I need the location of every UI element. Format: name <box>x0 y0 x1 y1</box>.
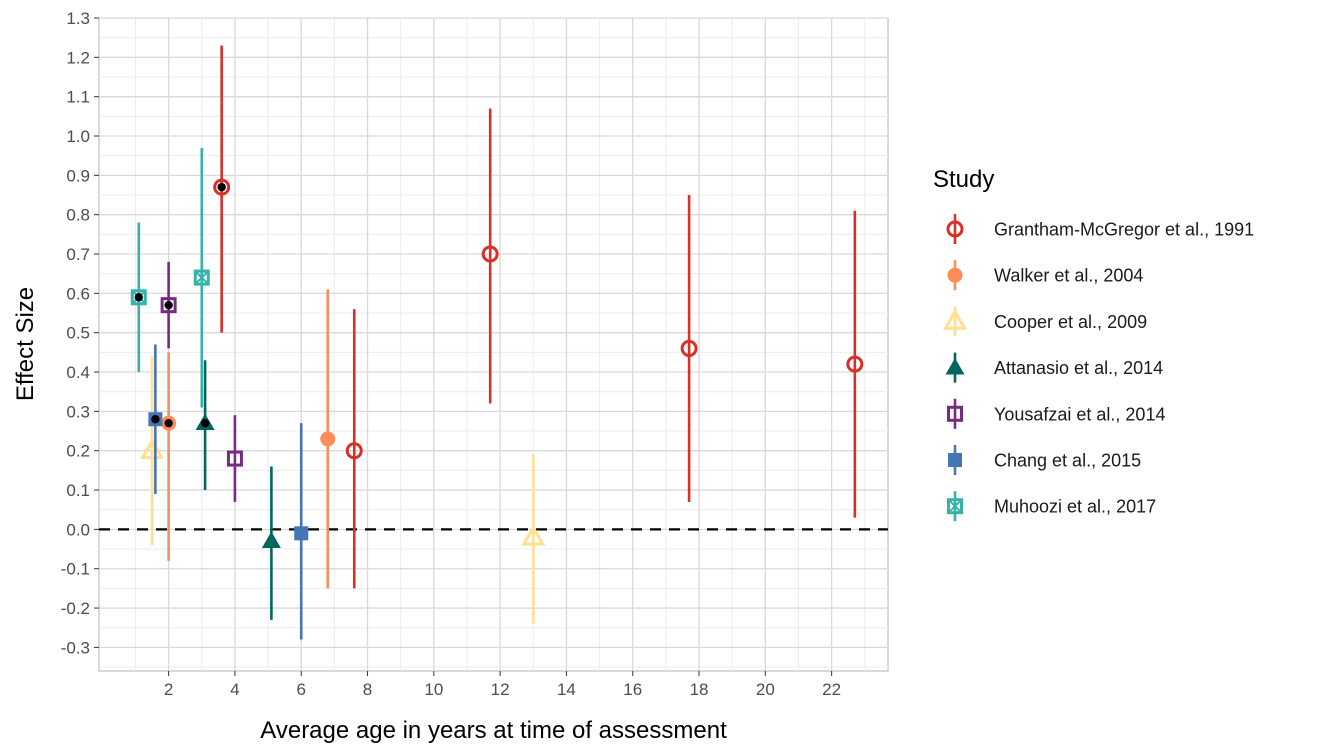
data-point-4-0 <box>160 261 177 349</box>
y-tick-label: 0.8 <box>66 206 90 225</box>
data-point-6-0 <box>130 222 147 373</box>
legend-key-marker <box>942 308 968 330</box>
data-point-0-3 <box>680 195 698 502</box>
data-point-1-1 <box>320 289 336 589</box>
y-tick-label: 0.3 <box>66 402 90 421</box>
legend-label: Yousafzai et al., 2014 <box>994 404 1165 424</box>
data-point-0-0 <box>213 45 231 333</box>
highlight-dot <box>164 300 173 310</box>
data-point-0-1 <box>345 309 363 589</box>
y-tick-label: 0.1 <box>66 481 90 500</box>
x-tick-label: 16 <box>623 680 642 699</box>
x-tick-label: 14 <box>557 680 576 699</box>
y-tick-label: 0.6 <box>66 284 90 303</box>
legend-key-marker <box>946 220 964 238</box>
legend-key-marker <box>947 498 963 515</box>
y-tick-label: 0.5 <box>66 324 90 343</box>
legend-item-6: Muhoozi et al., 2017 <box>947 491 1156 522</box>
legend-item-4: Yousafzai et al., 2014 <box>947 398 1165 429</box>
legend-key-marker <box>945 358 965 375</box>
data-point-5-1 <box>294 423 309 640</box>
data-point-3-1 <box>261 466 281 620</box>
highlight-dot <box>217 182 226 192</box>
data-point-0-4 <box>846 210 864 518</box>
x-tick-label: 8 <box>363 680 372 699</box>
point-marker <box>261 531 281 549</box>
y-axis-ticks: -0.3 -0.2 -0.1 0.0 0.1 0.2 0.3 0.4 0.5 0.6 0.7 0.8 0… <box>61 9 99 657</box>
point-marker <box>680 339 698 357</box>
point-marker <box>481 245 499 263</box>
major-gridlines <box>99 17 888 671</box>
x-tick-label: 20 <box>756 680 775 699</box>
legend-title: Study <box>933 166 994 193</box>
data-marks <box>130 45 864 640</box>
x-tick-label: 4 <box>230 680 239 699</box>
x-tick-label: 12 <box>491 680 510 699</box>
point-marker <box>139 438 165 460</box>
y-axis-title: Effect Size <box>12 287 39 401</box>
point-marker <box>193 269 210 286</box>
y-tick-label: 1.0 <box>66 127 90 146</box>
y-tick-label: -0.2 <box>61 599 90 618</box>
legend-label: Grantham-McGregor et al., 1991 <box>994 220 1254 240</box>
legend-item-5: Chang et al., 2015 <box>948 445 1141 475</box>
x-tick-label: 10 <box>424 680 443 699</box>
legend-item-3: Attanasio et al., 2014 <box>945 352 1163 383</box>
y-tick-label: 1.1 <box>66 88 90 107</box>
legend-label: Cooper et al., 2009 <box>994 312 1147 332</box>
y-tick-label: 0.2 <box>66 442 90 461</box>
data-point-6-1 <box>193 147 210 408</box>
legend-key-marker <box>947 267 963 283</box>
y-tick-label: -0.3 <box>61 638 90 657</box>
data-point-2-0 <box>139 356 165 546</box>
data-point-4-1 <box>226 415 243 502</box>
legend-item-1: Walker et al., 2004 <box>947 260 1143 291</box>
point-marker <box>294 526 309 541</box>
y-tick-label: 0.7 <box>66 245 90 264</box>
point-marker <box>160 297 177 314</box>
y-tick-label: 1.2 <box>66 48 90 67</box>
x-axis-title: Average age in years at time of assessme… <box>260 717 727 744</box>
legend-label: Muhoozi et al., 2017 <box>994 497 1156 517</box>
point-marker <box>320 431 336 447</box>
data-point-5-0 <box>148 344 163 494</box>
point-marker <box>226 450 243 467</box>
point-marker <box>345 442 363 460</box>
y-tick-label: 0.4 <box>66 363 90 382</box>
legend-label: Chang et al., 2015 <box>994 451 1141 471</box>
x-tick-label: 6 <box>296 680 305 699</box>
legend-key-marker <box>948 453 962 467</box>
highlight-dot <box>200 418 210 428</box>
highlight-dot <box>134 293 143 302</box>
legend-label: Walker et al., 2004 <box>994 266 1143 286</box>
point-marker <box>846 355 864 373</box>
highlight-dot <box>164 418 173 428</box>
x-tick-label: 22 <box>822 680 841 699</box>
point-marker <box>213 178 231 196</box>
legend: Study Grantham-McGregor et al., 1991 Walk… <box>933 166 1254 522</box>
point-marker <box>521 524 546 546</box>
y-tick-label: 1.3 <box>66 9 90 28</box>
data-point-0-2 <box>481 108 499 404</box>
y-tick-label: 0.0 <box>66 520 90 539</box>
data-point-3-0 <box>195 360 215 491</box>
plot-panel <box>98 17 889 672</box>
x-axis-ticks: 2 4 6 8 10 12 14 16 18 20 22 <box>164 671 841 699</box>
legend-item-2: Cooper et al., 2009 <box>942 306 1147 337</box>
y-tick-label: -0.1 <box>61 560 90 579</box>
y-tick-label: 0.9 <box>66 166 90 185</box>
legend-label: Attanasio et al., 2014 <box>994 358 1163 378</box>
legend-item-0: Grantham-McGregor et al., 1991 <box>946 214 1254 244</box>
x-tick-label: 2 <box>164 680 173 699</box>
x-tick-label: 18 <box>690 680 709 699</box>
data-point-2-1 <box>521 454 546 624</box>
legend-key-marker <box>947 405 963 422</box>
highlight-dot <box>151 415 160 424</box>
data-point-1-0 <box>161 352 177 561</box>
